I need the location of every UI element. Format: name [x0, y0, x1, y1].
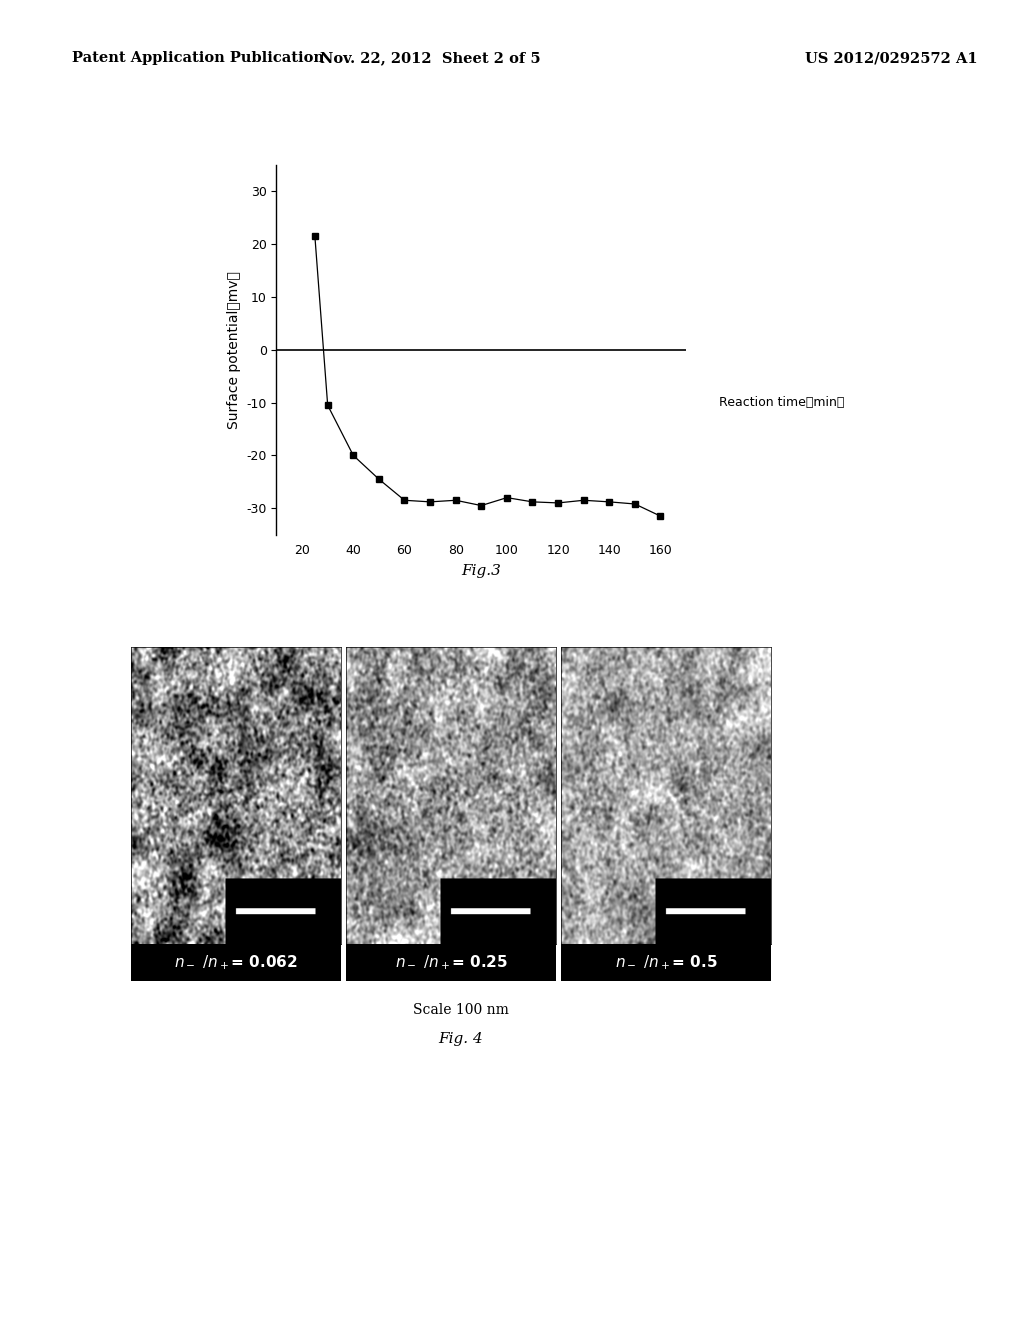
Text: Reaction time（min）: Reaction time（min）: [719, 396, 844, 409]
Text: $n_-$ $/n_+$= 0.062: $n_-$ $/n_+$= 0.062: [174, 953, 298, 972]
Text: Scale 100 nm: Scale 100 nm: [413, 1003, 509, 1016]
Text: US 2012/0292572 A1: US 2012/0292572 A1: [805, 51, 977, 65]
Text: Nov. 22, 2012  Sheet 2 of 5: Nov. 22, 2012 Sheet 2 of 5: [319, 51, 541, 65]
Y-axis label: Surface potential（mv）: Surface potential（mv）: [227, 271, 241, 429]
Text: Fig. 4: Fig. 4: [438, 1032, 483, 1045]
Text: Fig.3: Fig.3: [462, 564, 501, 578]
Text: Patent Application Publication: Patent Application Publication: [72, 51, 324, 65]
Text: $n_-$ $/n_+$= 0.25: $n_-$ $/n_+$= 0.25: [394, 953, 508, 972]
Text: $n_-$ $/n_+$= 0.5: $n_-$ $/n_+$= 0.5: [614, 953, 718, 972]
